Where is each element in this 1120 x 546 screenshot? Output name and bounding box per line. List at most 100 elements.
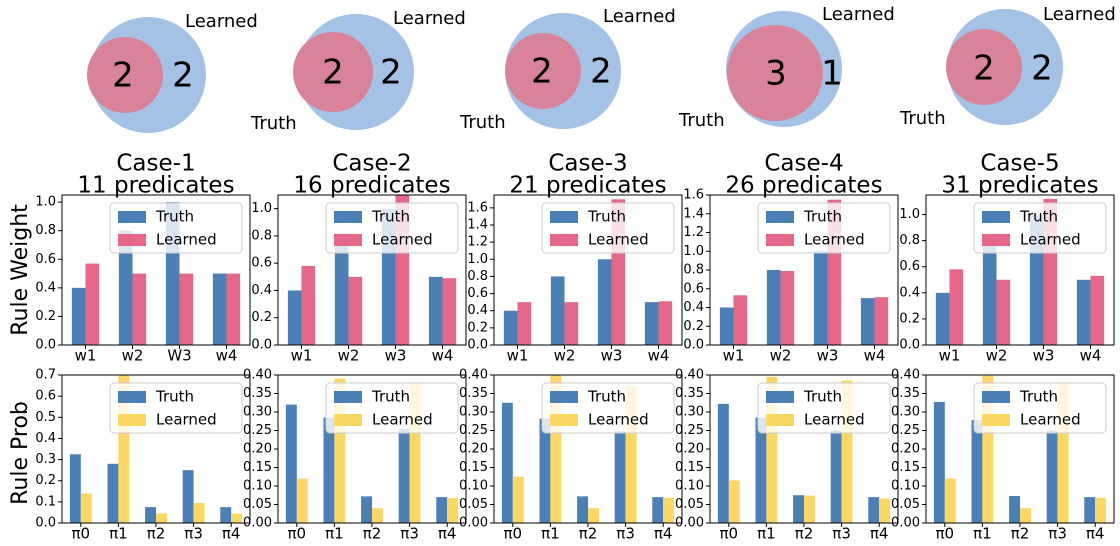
truth-bar — [1009, 495, 1020, 523]
case-subtitle: 26 predicates — [725, 173, 882, 199]
legend-label: Truth — [371, 208, 410, 226]
y-tick-label: 0.30 — [675, 405, 704, 420]
legend-label: Learned — [804, 411, 865, 429]
x-tick-label: π0 — [936, 525, 955, 543]
y-tick-label: 0.10 — [891, 479, 920, 494]
learned-bar — [564, 302, 579, 345]
y-tick-label: 0.00 — [891, 516, 920, 531]
venn-learned-label: Learned — [185, 11, 258, 32]
legend-label: Truth — [371, 388, 410, 406]
truth-bar — [830, 430, 842, 523]
y-tick-label: 0.25 — [675, 423, 704, 438]
venn-truth-circle — [505, 33, 581, 109]
legend-label: Learned — [156, 411, 217, 429]
y-tick-label: 0.2 — [683, 319, 704, 334]
y-tick-label: 0.15 — [243, 460, 272, 475]
axes-frame — [925, 194, 1115, 346]
case-title: Case-5 — [980, 151, 1059, 177]
x-tick-label: π3 — [184, 525, 203, 543]
y-tick-label: 0.3 — [35, 452, 56, 467]
y-tick-label: 0.8 — [35, 223, 56, 238]
legend-swatch — [550, 234, 578, 246]
truth-bar — [935, 292, 950, 345]
venn-truth-count: 2 — [531, 52, 553, 92]
legend-label: Learned — [804, 231, 865, 249]
y-tick-label: 0.0 — [35, 338, 56, 353]
y-tick-label: 1.0 — [251, 201, 272, 216]
x-tick-label: π2 — [363, 525, 382, 543]
bar-panel-prob: Truth Learned 0.00 0.05 0.10 0.15 0.20 0.25 0.30… — [891, 368, 1115, 543]
learned-bar — [663, 497, 675, 523]
learned-bar — [85, 263, 100, 345]
legend-swatch — [118, 211, 146, 223]
y-tick-label: 0.4 — [467, 303, 488, 318]
truth-bar — [717, 403, 729, 523]
y-tick-label: 0.00 — [675, 516, 704, 531]
x-tick-label: π2 — [1011, 525, 1030, 543]
learned-bar — [226, 273, 241, 345]
y-tick-label: 0.8 — [467, 269, 488, 284]
case-subtitle: 21 predicates — [509, 173, 666, 199]
truth-bar — [577, 496, 588, 523]
x-tick-label: π3 — [832, 525, 851, 543]
y-tick-label: 0.10 — [675, 479, 704, 494]
venn-learned-only-count: 1 — [821, 54, 843, 94]
truth-bar — [1046, 430, 1058, 523]
learned-bar — [193, 502, 205, 523]
learned-bar — [348, 276, 363, 345]
x-tick-label: π1 — [541, 525, 560, 543]
venn-diagram: 2 2 Learned Truth Case-216 predicates — [250, 8, 466, 199]
axes-frame — [61, 194, 251, 346]
x-tick-label: π4 — [222, 525, 241, 543]
legend-swatch — [766, 391, 794, 403]
legend-label: Truth — [1019, 208, 1058, 226]
truth-bar — [182, 470, 194, 523]
legend: Truth Learned — [973, 202, 1107, 254]
legend-swatch — [550, 414, 578, 426]
truth-bar — [428, 276, 443, 345]
truth-bar — [933, 402, 945, 523]
bar-panel-prob: Truth Learned 0.00 0.05 0.10 0.15 0.20 0.25 0.30… — [459, 368, 683, 543]
x-tick-label: π0 — [72, 525, 91, 543]
y-tick-label: 0.05 — [675, 497, 704, 512]
y-tick-label: 0.0 — [899, 338, 920, 353]
x-tick-label: π3 — [400, 525, 419, 543]
x-tick-label: w2 — [770, 347, 792, 365]
legend-label: Learned — [372, 411, 433, 429]
legend-swatch — [982, 211, 1010, 223]
x-tick-label: π4 — [1086, 525, 1105, 543]
y-tick-label: 0.0 — [35, 516, 56, 531]
y-tick-label: 0.35 — [459, 386, 488, 401]
learned-bar — [118, 375, 130, 523]
learned-bar — [1057, 382, 1069, 523]
y-tick-label: 1.0 — [683, 244, 704, 259]
truth-bar — [766, 270, 781, 345]
truth-bar — [107, 463, 119, 523]
venn-truth-circle — [727, 25, 823, 121]
learned-bar — [841, 380, 853, 523]
bar-panel-prob: Truth Learned 0.00 0.05 0.10 0.15 0.20 0.25 0.30… — [675, 368, 899, 543]
y-tick-label: 0.6 — [899, 259, 920, 274]
x-tick-label: π3 — [616, 525, 635, 543]
truth-bar — [597, 259, 612, 345]
case-title: Case-4 — [764, 151, 843, 177]
x-tick-label: w3 — [601, 347, 623, 365]
truth-bar — [212, 273, 227, 345]
y-tick-label: 0.20 — [891, 442, 920, 457]
y-tick-label: 0.05 — [459, 497, 488, 512]
y-tick-label: 0.05 — [891, 497, 920, 512]
truth-bar — [323, 417, 335, 523]
truth-bar — [71, 287, 86, 345]
case-subtitle: 11 predicates — [77, 173, 234, 199]
x-tick-label: w4 — [1080, 347, 1102, 365]
x-tick-label: w4 — [648, 347, 670, 365]
learned-bar — [156, 513, 167, 523]
x-tick-label: w3 — [817, 347, 839, 365]
case-title: Case-3 — [548, 151, 627, 177]
learned-bar — [517, 302, 532, 345]
legend-label: Truth — [803, 388, 842, 406]
venn-diagram: 2 2 Learned Truth Case-321 predicates — [459, 6, 676, 199]
truth-bar — [614, 431, 626, 523]
y-tick-label: 0.0 — [467, 338, 488, 353]
learned-bar — [1090, 275, 1105, 345]
